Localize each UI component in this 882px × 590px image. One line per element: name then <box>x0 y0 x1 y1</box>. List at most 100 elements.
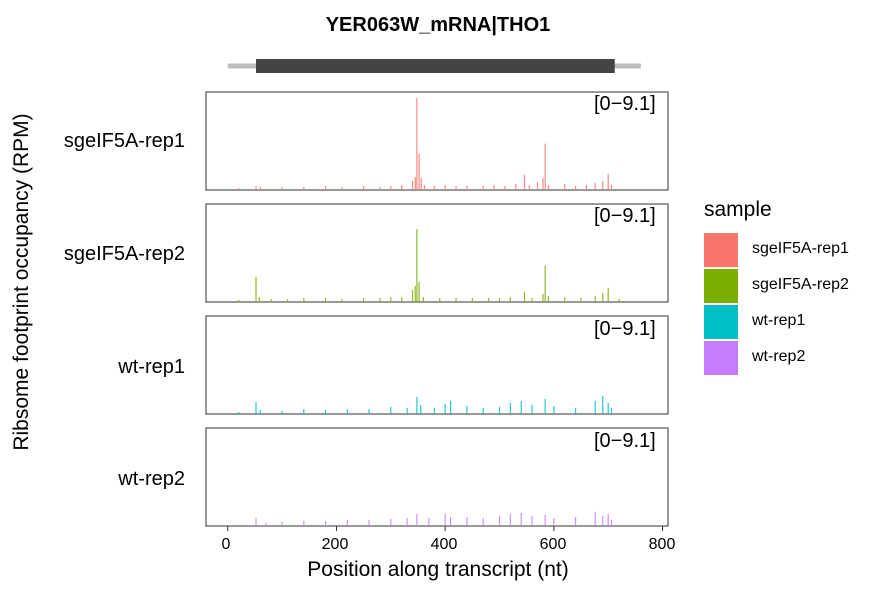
occupancy-bar <box>303 297 305 302</box>
x-axis-label: Position along transcript (nt) <box>307 558 569 581</box>
legend-label: wt-rep1 <box>752 312 806 329</box>
occupancy-bar <box>531 297 533 302</box>
occupancy-bar <box>414 285 416 302</box>
occupancy-bar <box>390 406 392 414</box>
occupancy-bar <box>286 298 289 302</box>
occupancy-bar <box>341 186 343 190</box>
occupancy-bar <box>520 400 522 414</box>
occupancy-bar <box>346 519 348 526</box>
occupancy-bar <box>379 186 381 190</box>
x-tick-label: 600 <box>539 536 567 553</box>
occupancy-bar <box>281 186 283 190</box>
occupancy-bar <box>498 297 501 302</box>
occupancy-bar <box>363 185 365 190</box>
occupancy-bar <box>418 281 420 302</box>
occupancy-bar <box>416 229 418 302</box>
occupancy-bar <box>528 184 530 190</box>
legend-label: wt-rep2 <box>752 348 806 365</box>
occupancy-bar <box>493 184 495 190</box>
occupancy-bar <box>509 402 511 414</box>
occupancy-bar <box>504 185 506 190</box>
occupancy-bar <box>607 173 609 190</box>
occupancy-bar <box>258 296 260 302</box>
occupancy-bar <box>265 522 267 526</box>
y-axis-label: Ribsome footprint occupancy (RPM) <box>10 113 33 451</box>
occupancy-bar <box>303 408 305 414</box>
occupancy-bar <box>455 297 457 302</box>
occupancy-bar <box>498 515 501 526</box>
occupancy-bar <box>618 298 620 302</box>
occupancy-bar <box>281 410 283 414</box>
occupancy-bar <box>542 177 544 190</box>
occupancy-bar <box>610 407 613 414</box>
occupancy-bar <box>482 185 484 190</box>
occupancy-bar <box>444 184 446 190</box>
cds-block <box>256 59 615 73</box>
occupancy-bar <box>466 516 468 526</box>
x-tick-label: 0 <box>221 536 231 553</box>
legend-key <box>704 305 738 339</box>
legend-key <box>704 269 738 303</box>
occupancy-bar <box>610 519 613 526</box>
occupancy-bar <box>544 265 546 302</box>
occupancy-bar <box>439 297 441 302</box>
occupancy-bar <box>523 291 526 302</box>
occupancy-bar <box>416 513 418 526</box>
occupancy-bar <box>444 403 446 414</box>
occupancy-bar <box>433 185 435 190</box>
occupancy-bar <box>602 292 604 302</box>
occupancy-bar <box>564 183 566 190</box>
occupancy-bar <box>255 401 257 414</box>
panel-frame <box>205 203 669 303</box>
range-label-sgeif5a-rep2: [0−9.1] <box>594 205 656 227</box>
occupancy-bar <box>585 184 588 190</box>
occupancy-bar <box>238 299 240 302</box>
occupancy-bar <box>575 516 577 526</box>
occupancy-bar <box>416 98 418 190</box>
panel-label-sgeif5a-rep1: sgeIF5A-rep1 <box>63 130 185 152</box>
occupancy-bar <box>255 185 257 190</box>
occupancy-bar <box>520 512 522 526</box>
panel-label-sgeif5a-rep2: sgeIF5A-rep2 <box>63 243 185 265</box>
occupancy-bar <box>420 177 422 190</box>
occupancy-bar <box>594 511 596 526</box>
occupancy-bar <box>238 187 240 190</box>
occupancy-bar <box>390 296 392 302</box>
occupancy-bar <box>414 176 416 190</box>
occupancy-bar <box>466 405 468 414</box>
occupancy-bar <box>368 519 370 526</box>
occupancy-bar <box>580 297 582 302</box>
occupancy-bar <box>466 185 468 190</box>
legend-key <box>704 233 738 267</box>
occupancy-bar <box>259 409 261 414</box>
occupancy-bar <box>594 295 596 302</box>
occupancy-bar <box>324 409 327 414</box>
occupancy-bar <box>602 180 604 190</box>
panel-label-wt-rep2: wt-rep2 <box>118 468 185 490</box>
x-tick-label: 800 <box>648 536 676 553</box>
occupancy-bar <box>379 297 381 302</box>
occupancy-bar <box>547 184 550 190</box>
occupancy-bar <box>544 143 546 190</box>
occupancy-bar <box>594 400 596 414</box>
range-label-sgeif5a-rep1: [0−9.1] <box>594 93 656 115</box>
occupancy-bar <box>324 520 327 526</box>
panel-frame <box>205 427 669 527</box>
occupancy-bar <box>390 185 392 190</box>
range-label-wt-rep1: [0−9.1] <box>594 318 656 340</box>
occupancy-bar <box>363 297 365 302</box>
occupancy-bar <box>509 513 511 526</box>
occupancy-bar <box>531 515 533 526</box>
occupancy-bar <box>553 517 555 526</box>
occupancy-bar <box>575 407 577 414</box>
occupancy-bar <box>401 296 403 302</box>
occupancy-bar <box>602 395 604 414</box>
occupancy-bar <box>482 517 484 526</box>
occupancy-bar <box>482 407 484 414</box>
occupancy-bar <box>602 515 604 526</box>
occupancy-bar <box>515 183 517 190</box>
legend-title: sample <box>704 198 772 221</box>
occupancy-bar <box>281 521 283 526</box>
occupancy-bar <box>411 180 414 190</box>
